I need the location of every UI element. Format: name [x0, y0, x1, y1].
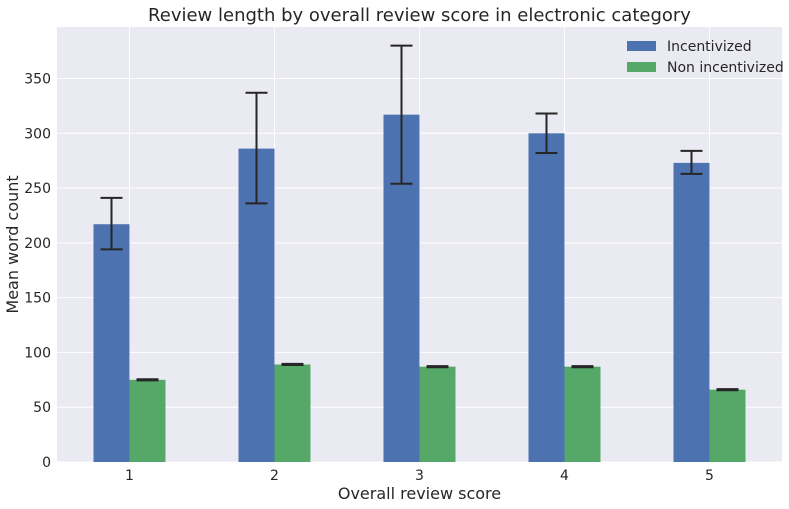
error-bar: [390, 44, 413, 185]
bar-non-incentivized-3: [419, 366, 456, 462]
y-tick-label: 300: [24, 126, 51, 142]
legend-swatch-incentivized: [627, 41, 656, 51]
y-tick-label: 250: [24, 181, 51, 197]
y-tick-label: 200: [24, 236, 51, 252]
legend-label-non-incentivized: Non incentivized: [667, 60, 784, 76]
error-bars: [100, 44, 739, 392]
bars: [93, 114, 746, 462]
bar-non-incentivized-4: [564, 366, 601, 462]
error-bar: [535, 112, 558, 155]
error-bar: [716, 388, 739, 392]
chart-title: Review length by overall review score in…: [148, 5, 691, 26]
legend-label-incentivized: Incentivized: [667, 39, 752, 55]
x-tick-label: 5: [705, 468, 714, 484]
error-bar: [100, 196, 123, 251]
y-tick-label: 150: [24, 291, 51, 307]
bar-incentivized-1: [93, 224, 130, 462]
bar-non-incentivized-1: [129, 379, 166, 462]
error-bar: [281, 362, 304, 367]
y-tick-label: 0: [42, 455, 51, 471]
y-tick-label: 50: [33, 400, 51, 416]
x-tick-label: 1: [125, 468, 134, 484]
x-axis-label: Overall review score: [338, 484, 501, 503]
bar-non-incentivized-5: [709, 389, 746, 462]
bar-non-incentivized-2: [274, 364, 311, 462]
x-tick-label: 2: [270, 468, 279, 484]
bar-incentivized-5: [673, 162, 710, 462]
error-bar: [680, 149, 703, 175]
y-axis-label: Mean word count: [3, 175, 22, 313]
x-tick-labels: 1 2 3 4 5: [125, 468, 714, 484]
y-tick-label: 350: [24, 71, 51, 87]
error-bar: [136, 378, 159, 382]
bar-incentivized-4: [528, 133, 565, 462]
x-tick-label: 4: [560, 468, 569, 484]
legend: Incentivized Non incentivized: [627, 39, 784, 76]
error-bar: [571, 365, 594, 369]
y-tick-label: 100: [24, 345, 51, 361]
y-tick-labels: 0 50 100 150 200 250 300 350: [24, 71, 51, 471]
error-bar: [426, 365, 449, 369]
x-tick-label: 3: [415, 468, 424, 484]
legend-swatch-non-incentivized: [627, 62, 656, 72]
error-bar: [245, 91, 268, 205]
